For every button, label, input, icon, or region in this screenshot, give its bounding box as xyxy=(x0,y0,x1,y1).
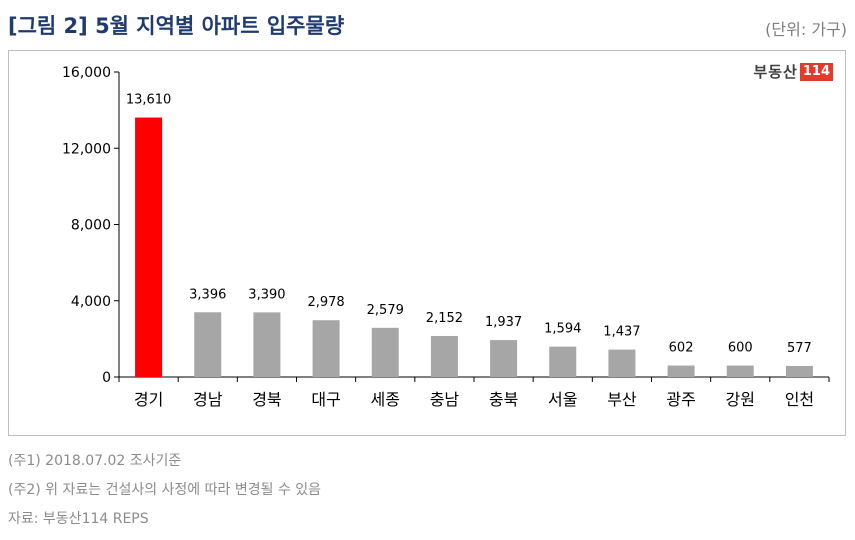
bar-서울 xyxy=(549,346,577,377)
value-label: 3,396 xyxy=(189,287,226,302)
value-label: 3,390 xyxy=(248,287,285,302)
bar-인천 xyxy=(785,366,813,377)
category-label: 충북 xyxy=(489,390,518,409)
category-label: 부산 xyxy=(607,390,637,409)
unit-label: (단위: 가구) xyxy=(765,20,847,39)
value-label: 2,152 xyxy=(426,311,463,326)
y-tick-label: 0 xyxy=(102,370,111,386)
value-label: 1,594 xyxy=(544,322,581,337)
chart-title: [그림 2] 5월 지역별 아파트 입주물량 xyxy=(8,14,345,38)
footnotes: (주1) 2018.07.02 조사기준 (주2) 위 자료는 건설사의 사정에… xyxy=(8,447,321,534)
source-note: 자료: 부동산114 REPS xyxy=(8,511,149,527)
y-tick-label: 12,000 xyxy=(62,141,111,157)
bar-부산 xyxy=(608,349,636,377)
bar-세종 xyxy=(371,327,399,377)
category-label: 세종 xyxy=(371,390,400,409)
value-label: 13,610 xyxy=(126,93,172,108)
bar-광주 xyxy=(667,365,695,377)
category-label: 강원 xyxy=(726,390,755,409)
value-label: 600 xyxy=(728,341,753,356)
bar-대구 xyxy=(312,320,340,377)
bar-경북 xyxy=(253,312,281,377)
bar-충북 xyxy=(490,340,518,377)
bar-경기 xyxy=(135,117,163,377)
value-label: 1,437 xyxy=(603,325,640,340)
chart-frame: 0 4,000 8,000 12,000 16,000 13,610 경기 3,396 경남 3,… xyxy=(8,50,846,436)
value-label: 577 xyxy=(787,341,812,356)
category-label: 경남 xyxy=(193,390,223,409)
category-label: 인천 xyxy=(785,390,814,409)
brand-number: 114 xyxy=(799,62,833,81)
bar-충남 xyxy=(430,335,458,377)
brand-name: 부동산 xyxy=(753,63,798,81)
bar-경남 xyxy=(194,312,222,377)
value-label: 602 xyxy=(669,341,694,356)
y-tick-label: 16,000 xyxy=(62,65,111,81)
category-label: 경기 xyxy=(134,390,163,409)
value-label: 1,937 xyxy=(485,315,522,330)
category-label: 대구 xyxy=(311,390,340,409)
footnote-1: (주1) 2018.07.02 조사기준 xyxy=(8,453,182,469)
value-label: 2,579 xyxy=(367,303,404,318)
brand-logo: 부동산 114 xyxy=(753,61,833,82)
category-label: 광주 xyxy=(666,390,695,409)
bar-강원 xyxy=(726,365,754,377)
category-label: 경북 xyxy=(252,390,281,409)
footnote-2: (주2) 위 자료는 건설사의 사정에 따라 변경될 수 있음 xyxy=(8,482,322,498)
value-label: 2,978 xyxy=(307,295,344,310)
category-label: 충남 xyxy=(430,390,460,409)
bar-chart: 0 4,000 8,000 12,000 16,000 13,610 경기 3,396 경남 3,… xyxy=(62,65,830,409)
y-tick-label: 4,000 xyxy=(71,294,111,310)
category-label: 서울 xyxy=(548,390,577,409)
y-tick-label: 8,000 xyxy=(71,218,111,234)
